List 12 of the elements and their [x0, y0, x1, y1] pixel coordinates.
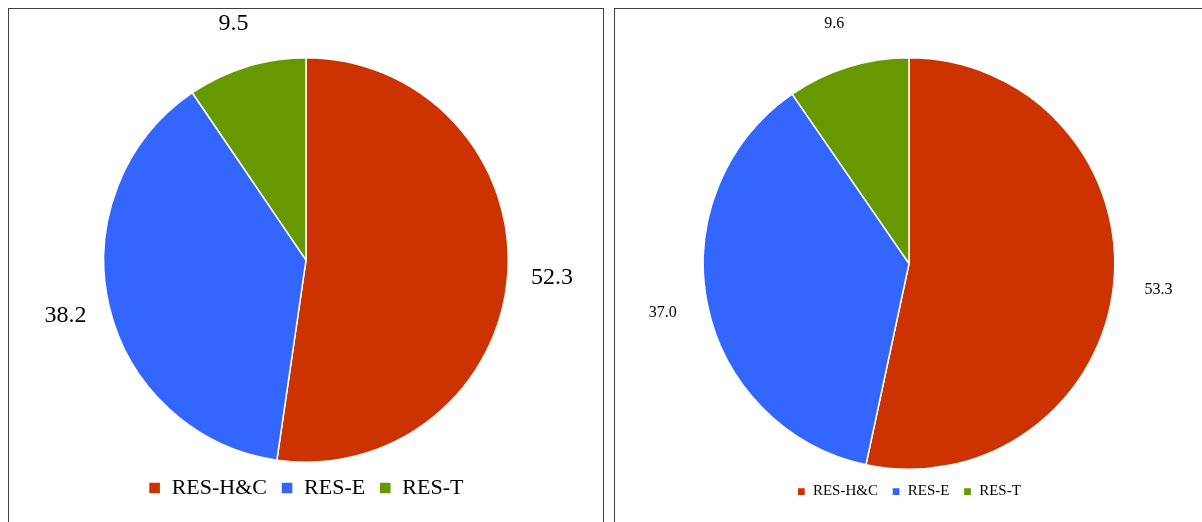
data-label: 38.2: [44, 300, 87, 327]
legend-label: RES-H&C: [171, 473, 268, 499]
data-label: 53.3: [1144, 280, 1173, 298]
data-label: 9.6: [824, 14, 845, 32]
legend-label: RES-T: [402, 473, 464, 499]
data-label: 52.3: [531, 263, 574, 290]
legend-label: RES-T: [979, 482, 1021, 499]
legend-label: RES-E: [907, 482, 950, 499]
legend-label: RES-H&C: [812, 482, 878, 499]
data-label: 9.5: [218, 9, 249, 36]
data-label: 37.0: [648, 302, 677, 320]
legend-label: RES-E: [304, 473, 366, 499]
